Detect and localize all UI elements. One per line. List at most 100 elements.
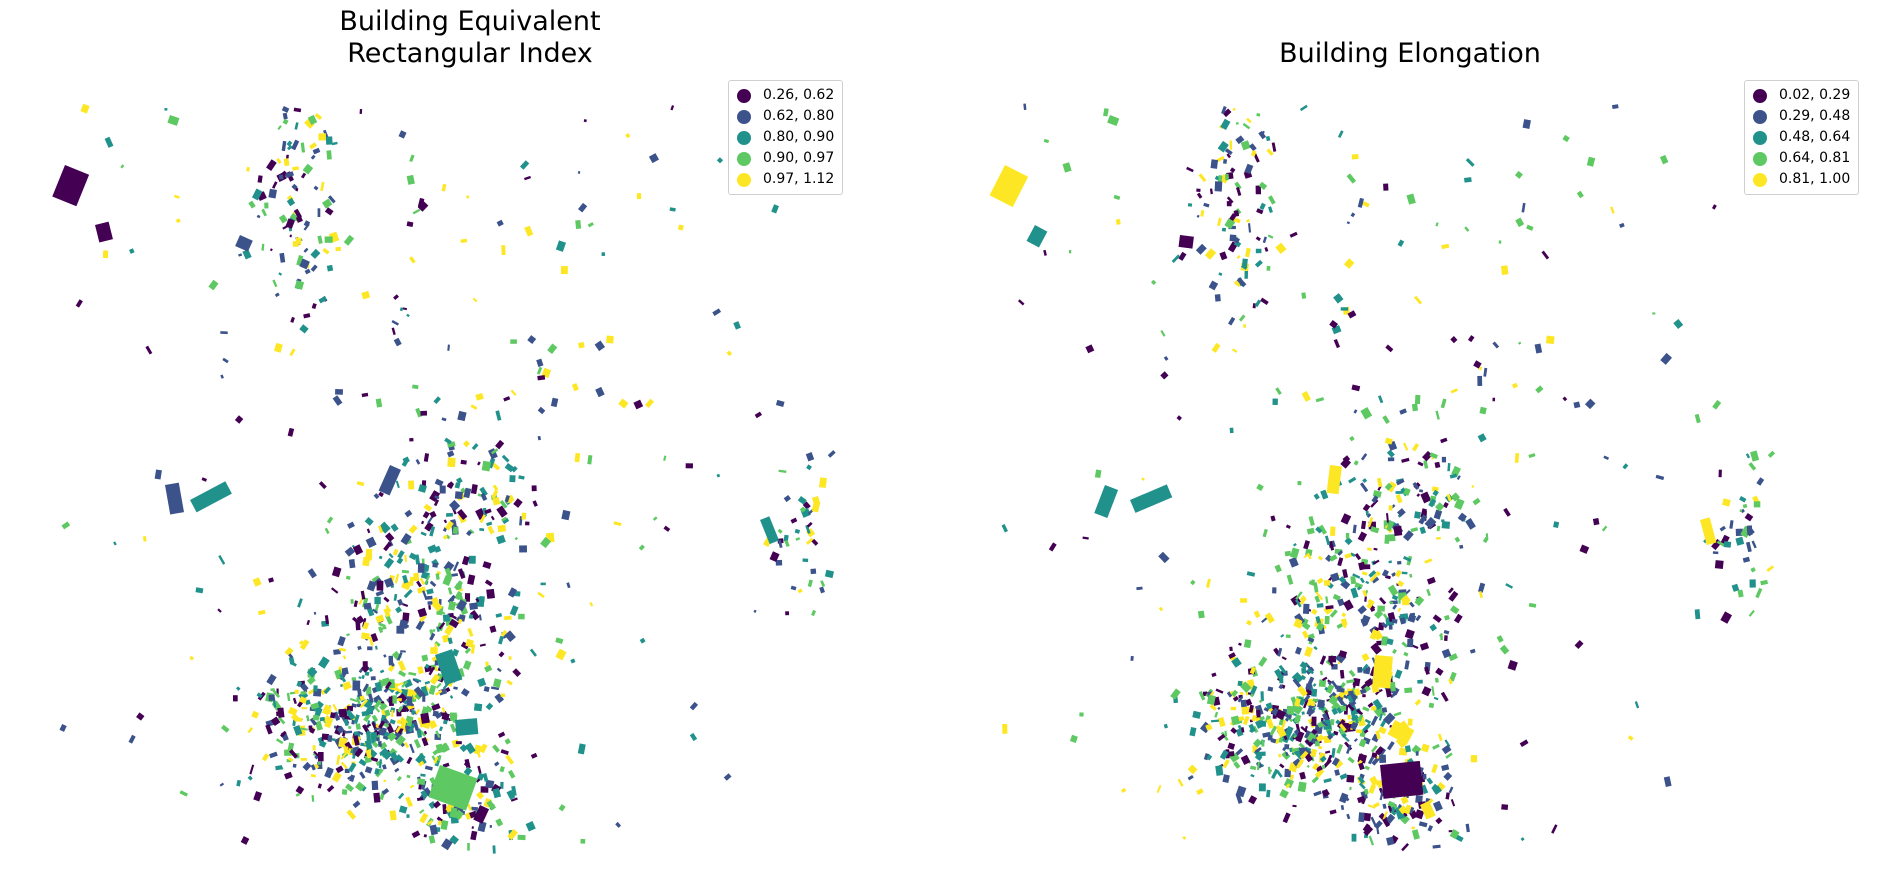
building-footprint <box>420 531 427 537</box>
building-footprint <box>1358 762 1365 771</box>
building-footprint <box>1381 622 1388 629</box>
building-footprint <box>540 582 546 586</box>
building-footprint <box>361 785 367 792</box>
building-footprint <box>411 709 416 716</box>
building-footprint <box>1299 595 1306 602</box>
building-footprint <box>1234 237 1240 244</box>
building-footprint <box>349 774 356 783</box>
building-footprint <box>300 142 306 153</box>
building-footprint <box>1311 716 1317 726</box>
building-footprint <box>1652 312 1656 315</box>
building-footprint <box>1278 664 1287 675</box>
building-footprint <box>1388 560 1392 564</box>
building-footprint <box>479 743 488 754</box>
building-footprint <box>1325 605 1334 610</box>
building-footprint <box>300 683 309 692</box>
building-footprint <box>1225 173 1229 181</box>
building-footprint <box>1434 677 1439 683</box>
building-footprint <box>1346 173 1357 184</box>
building-footprint <box>1718 469 1722 478</box>
building-footprint <box>1749 579 1756 588</box>
building-footprint <box>1351 833 1357 842</box>
building-footprint <box>463 767 473 776</box>
map-panel-right: Building Elongation 0.02, 0.29 0.29, 0.4… <box>940 0 1880 894</box>
building-footprint <box>1226 196 1234 204</box>
building-footprint <box>361 664 370 673</box>
building-footprint <box>1760 579 1768 586</box>
building-footprint <box>778 469 787 473</box>
building-footprint <box>1352 573 1361 579</box>
building-footprint <box>302 761 312 771</box>
building-footprint <box>1204 248 1217 260</box>
building-footprint <box>1316 603 1324 608</box>
building-footprint <box>296 680 303 688</box>
building-footprint <box>433 756 439 764</box>
building-footprint <box>1269 725 1278 736</box>
building-footprint <box>1285 751 1289 757</box>
building-footprint <box>1298 742 1305 749</box>
building-footprint-large <box>1379 760 1424 799</box>
building-footprint <box>1048 542 1057 552</box>
building-footprint <box>286 692 291 702</box>
building-footprint <box>508 496 514 504</box>
building-footprint <box>1103 108 1109 117</box>
legend-right-swatch-3 <box>1753 130 1767 145</box>
building-footprint <box>391 710 394 717</box>
building-footprint <box>1336 706 1344 714</box>
building-footprint <box>1423 460 1429 469</box>
building-footprint <box>1314 741 1320 747</box>
building-footprint <box>1295 723 1301 732</box>
building-footprint <box>326 264 334 272</box>
building-footprint <box>1295 599 1302 608</box>
building-footprint <box>398 670 407 678</box>
building-footprint <box>1258 751 1266 757</box>
building-footprint <box>482 773 489 782</box>
building-footprint <box>249 764 255 775</box>
building-footprint <box>1301 667 1307 674</box>
building-footprint <box>502 517 510 525</box>
building-footprint <box>457 508 468 520</box>
building-footprint <box>1369 775 1379 787</box>
building-footprint-large <box>1420 800 1436 820</box>
building-footprint <box>1255 236 1261 242</box>
building-footprint <box>517 834 526 841</box>
building-footprint <box>537 406 546 415</box>
building-footprint <box>1398 805 1408 815</box>
building-footprint <box>1354 553 1362 561</box>
building-footprint <box>447 587 453 595</box>
building-footprint <box>1478 591 1484 599</box>
building-footprint <box>1340 804 1345 811</box>
building-footprint <box>295 792 301 797</box>
building-footprint <box>1471 485 1475 488</box>
building-footprint <box>1418 514 1428 525</box>
building-footprint <box>1414 394 1421 405</box>
building-footprint <box>397 660 407 672</box>
building-footprint <box>429 490 441 502</box>
building-footprint <box>1325 554 1333 563</box>
building-footprint <box>370 732 378 739</box>
building-footprint <box>416 580 422 588</box>
building-footprint <box>335 765 344 774</box>
building-footprint <box>1229 646 1233 652</box>
building-footprint <box>1337 598 1345 607</box>
building-footprint <box>484 579 493 587</box>
building-footprint <box>321 733 330 741</box>
building-footprint <box>1382 803 1387 810</box>
building-footprint <box>435 730 441 739</box>
building-footprint <box>1448 830 1453 833</box>
building-footprint <box>613 521 622 527</box>
building-footprint <box>340 761 348 769</box>
building-footprint <box>1339 773 1348 780</box>
building-footprint <box>314 710 322 717</box>
building-footprint <box>1397 560 1402 565</box>
building-footprint <box>1278 684 1284 690</box>
building-footprint <box>470 483 478 495</box>
building-footprint <box>346 809 357 820</box>
building-footprint <box>1363 788 1369 795</box>
building-footprint <box>432 628 436 633</box>
building-footprint <box>164 107 168 111</box>
building-footprint <box>1295 731 1305 743</box>
building-footprint <box>291 166 300 171</box>
building-footprint <box>449 712 457 721</box>
building-footprint <box>1237 696 1244 703</box>
